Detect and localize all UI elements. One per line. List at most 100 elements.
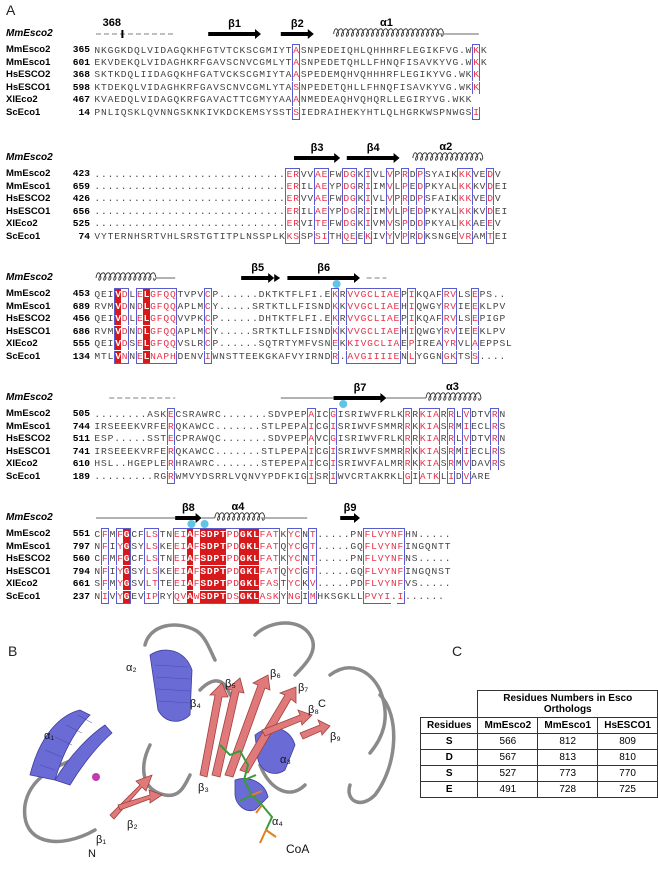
residue-start-number: 456	[72, 313, 90, 325]
species-name: HsESCO2	[6, 313, 51, 325]
table-header: MmEsco1	[537, 717, 599, 734]
residue-start-number: 601	[72, 56, 90, 68]
species-name: XlEco2	[6, 338, 38, 350]
species-name: HsESCO1	[6, 205, 51, 217]
coil-loop	[328, 666, 387, 755]
helix-coil	[95, 272, 157, 281]
sequence-row: MmEsco1 744 IRSEEEKVRFE R QKAWCC.......STLPE…	[6, 420, 652, 433]
sequence-text: SKTKDQLIIDAGQKHFGATVCKSCGMIYTA A SPEDEMQHV…	[94, 69, 481, 82]
alignment-block: MmEsco2 β3 β4 α2 MmEsco2 423.................…	[4, 138, 654, 250]
species-name: MmEsco2	[6, 408, 51, 419]
sequence-text: N F I YG SY LS KE EIAFSDPTPDGKLFAT Q YC G T .....GQ F…	[94, 540, 451, 553]
species-name: HsESCO2	[6, 69, 51, 81]
species-name: MmEsco2	[6, 288, 51, 299]
ss-label: α1	[380, 17, 393, 29]
strand-arrow	[280, 29, 314, 39]
residue-start-number: 659	[72, 180, 90, 192]
strand-b5	[211, 677, 245, 778]
sequence-text: IRSEEEKVRFE R QKAWCC.......STLPEPA I CG I SRIW…	[94, 445, 506, 458]
table-row: S 566 812 809	[419, 733, 658, 750]
label-b7: β₇	[298, 682, 308, 694]
table-cell: S	[419, 733, 479, 750]
species-name: HsESCO1	[6, 565, 51, 577]
sequence-text: QEI VD L ELGFQQ TVPV C P......DKTKTFLFI.E K R VVG…	[94, 288, 506, 301]
label-b1: β₁	[96, 834, 106, 846]
sequence-row: HsESCO1 598 KTDEKQLVIDAGHKRFGAVSCNVCGMLYTA…	[6, 81, 652, 94]
residue-start-number: 610	[72, 458, 90, 470]
strand-b9	[299, 719, 331, 740]
position-marker: 368	[103, 17, 121, 29]
structure-ribbon: α₁ α₂ α₃ α₄ β₁ β₂ β₃ β₄ β₅ β₆ β₇ β₈ β₉ N…	[0, 615, 420, 869]
sequence-row: MmEsco2 423 ............................. E…	[6, 168, 652, 181]
sequence-text: NKGGKDQLVIDAGQKHFGTVTCKSCGMIYT A SNPEDEIQH…	[94, 44, 487, 57]
sequence-text: IRSEEEKVRFE R QKAWCC.......STLPEPA I CG I SRIW…	[94, 420, 506, 433]
label-b8: β₈	[308, 704, 319, 716]
species-name: MmEsco1	[6, 300, 51, 312]
coil-loop	[198, 679, 232, 697]
helix-a1-segment	[54, 724, 113, 786]
table-row: E 491 728 725	[419, 781, 658, 798]
metal-ion-icon	[92, 773, 100, 781]
strand-b2	[117, 789, 163, 811]
table-cell: 728	[537, 781, 599, 798]
label-b4: β₄	[190, 698, 201, 710]
sequence-row: ScEco1 237 N I V YG EV IP RY QVAWSDPTDSGKLASK Y NG I…	[6, 591, 652, 604]
sequence-text: ............................. ER IL AE YP DG R…	[94, 205, 508, 218]
sequence-row: HsESCO1 686 RVM VD N DLGFQQ APLM C Y.....SRTKTLL…	[6, 325, 652, 338]
secondary-structure-track: β7 α3	[109, 381, 482, 408]
residue-start-number: 551	[72, 528, 90, 539]
helix-a2	[149, 649, 193, 722]
residue-start-number: 661	[72, 578, 90, 590]
secondary-structure-track: β8 α4 β9	[96, 501, 360, 528]
ss-reference-label: MmEsco2	[6, 152, 53, 163]
coil-loop	[258, 763, 307, 794]
residue-start-number: 74	[78, 231, 90, 242]
sequence-row: HsESCO2 511 ESP.....SST E CPRAWQC.......SDVP…	[6, 433, 652, 446]
strand-arrow	[208, 29, 261, 39]
sequence-text: RVM VD N DLGFQQ APLM C Y.....SRTKTLLFISND K K VVG…	[94, 300, 506, 313]
secondary-structure-track: β1 β2 α1 368	[96, 17, 479, 39]
residue-start-number: 368	[72, 69, 90, 81]
ss-reference-label: MmEsco2	[6, 512, 53, 523]
sequence-text: PNLIQSKLQVNNGSKNKIVKDCKEMSYSST S IEDRAIHEK…	[94, 107, 481, 120]
table-cell: 812	[537, 733, 599, 750]
label-c: C	[318, 698, 326, 710]
ss-reference-label: MmEsco2	[6, 392, 53, 403]
sequence-row: MmEsco2 551 C F M FG CF LS TN EIAFSDPTPDGKLFAT K YC…	[6, 528, 652, 541]
species-name: XlEco2	[6, 458, 38, 470]
sequence-text: .........RG R WMVYDSRRLVQNVYPDFKIG I SR I WVCR…	[94, 471, 491, 484]
panel-b-label: B	[8, 643, 18, 659]
residue-start-number: 560	[72, 553, 90, 565]
residue-start-number: 794	[72, 565, 90, 577]
sequence-row: HsESCO1 656 ............................. E…	[6, 205, 652, 218]
species-name: XlEco2	[6, 578, 38, 590]
residue-table-panel: Residues Numbers in Esco Orthologs Resid…	[419, 690, 658, 798]
strand-arrow	[294, 153, 341, 163]
sequence-text: C F M FG CF LS TN EIAFSDPTPDGKLFAT K YC N T .....PN F…	[94, 553, 451, 566]
sequence-text: RVM VD N DLGFQQ APLM C Y.....SRTKTLLFISND K K VVG…	[94, 325, 506, 338]
sequence-row: MmEsco1 659 ............................. E…	[6, 180, 652, 193]
secondary-structure-track: β5 β6	[95, 262, 387, 288]
species-name: HsESCO2	[6, 193, 51, 205]
sequence-text: ............................. ER VI TE FW DG K…	[94, 218, 501, 231]
table-row: D 567 813 810	[419, 749, 658, 766]
sequence-row: HsESCO2 368 SKTKDQLIIDAGQKHFGATVCKSCGMIYTA…	[6, 69, 652, 82]
table-cell: 567	[477, 749, 539, 766]
species-name: HsESCO1	[6, 445, 51, 457]
sequence-text: N F I YG SY LS KE EIAFSDPTPDGKLFAT Q YC G T .....GQ F…	[94, 565, 451, 578]
key-residue-dot	[332, 280, 341, 288]
sequence-text: C F M FG CF LS TN EIAFSDPTPDGKLFAT K YC N T .....PN F…	[94, 528, 451, 541]
residue-start-number: 505	[72, 408, 90, 419]
sequence-row: HsESCO2 560 C F M FG CF LS TN EIAFSDPTPDGKLFAT K YC…	[6, 553, 652, 566]
residue-start-number: 511	[72, 433, 90, 445]
turn-marker	[274, 274, 281, 282]
label-a2: α₂	[126, 662, 137, 674]
key-residue-dot	[200, 520, 209, 528]
sequence-text: HSL..HGEPLE R HRAWRC.......STEPEPA I CG I SRIW…	[94, 458, 506, 471]
ss-label: α2	[439, 141, 452, 153]
helix-a1	[29, 709, 91, 781]
sequence-row: MmEsco1 797 N F I YG SY LS KE EIAFSDPTPDGKLFAT Q YC…	[6, 540, 652, 553]
alignment-block: MmEsco2 β7 α3 MmEsco2 505 ........ASK E CSRAWRC…	[4, 378, 654, 490]
species-name: MmEsco1	[6, 420, 51, 432]
sequence-row: ScEco1 74 VYTERNHSRTVHLSRSTGTITPLNSSPLK KS S…	[6, 231, 652, 244]
